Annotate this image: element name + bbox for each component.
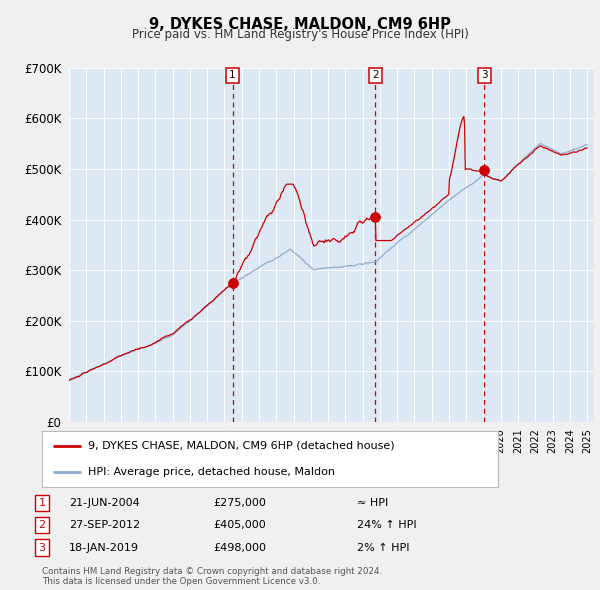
Text: 1: 1 xyxy=(229,70,236,80)
Point xyxy=(371,212,380,222)
Text: HPI: Average price, detached house, Maldon: HPI: Average price, detached house, Mald… xyxy=(88,467,335,477)
Text: £405,000: £405,000 xyxy=(213,520,266,530)
Text: £275,000: £275,000 xyxy=(213,498,266,507)
Text: ≈ HPI: ≈ HPI xyxy=(357,498,388,507)
Point xyxy=(228,278,238,287)
Text: 3: 3 xyxy=(481,70,488,80)
Text: 3: 3 xyxy=(38,543,46,552)
Text: 24% ↑ HPI: 24% ↑ HPI xyxy=(357,520,416,530)
Text: 2% ↑ HPI: 2% ↑ HPI xyxy=(357,543,409,552)
Text: Contains HM Land Registry data © Crown copyright and database right 2024.: Contains HM Land Registry data © Crown c… xyxy=(42,566,382,576)
Text: 2: 2 xyxy=(38,520,46,530)
Text: 27-SEP-2012: 27-SEP-2012 xyxy=(69,520,140,530)
Text: This data is licensed under the Open Government Licence v3.0.: This data is licensed under the Open Gov… xyxy=(42,577,320,586)
Text: Price paid vs. HM Land Registry's House Price Index (HPI): Price paid vs. HM Land Registry's House … xyxy=(131,28,469,41)
Text: 18-JAN-2019: 18-JAN-2019 xyxy=(69,543,139,552)
Text: 21-JUN-2004: 21-JUN-2004 xyxy=(69,498,140,507)
Text: 1: 1 xyxy=(38,498,46,507)
Text: £498,000: £498,000 xyxy=(213,543,266,552)
Text: 2: 2 xyxy=(372,70,379,80)
Text: 9, DYKES CHASE, MALDON, CM9 6HP: 9, DYKES CHASE, MALDON, CM9 6HP xyxy=(149,17,451,31)
Point xyxy=(479,165,489,175)
Text: 9, DYKES CHASE, MALDON, CM9 6HP (detached house): 9, DYKES CHASE, MALDON, CM9 6HP (detache… xyxy=(88,441,394,451)
